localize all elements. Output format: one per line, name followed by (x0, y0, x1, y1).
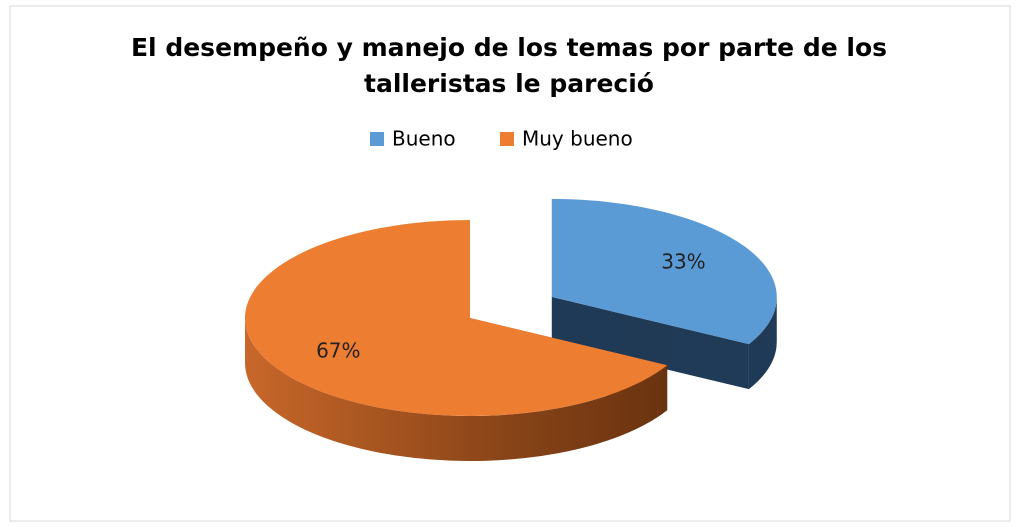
pie-slice (551, 198, 777, 390)
slice-top (245, 220, 668, 416)
data-label: 67% (316, 338, 360, 362)
legend-label: Bueno (392, 127, 456, 151)
chart-title: El desempeño y manejo de los temas por p… (130, 33, 888, 98)
slice-side (245, 318, 668, 462)
pie-slice (245, 220, 668, 462)
legend-swatch (500, 132, 514, 146)
data-label: 33% (661, 250, 705, 274)
legend-swatch (370, 132, 384, 146)
legend-label: Muy bueno (522, 127, 633, 151)
slice-top (551, 198, 777, 345)
chart-border (9, 5, 1011, 522)
slice-side (748, 296, 777, 390)
slice-wall (551, 296, 749, 390)
